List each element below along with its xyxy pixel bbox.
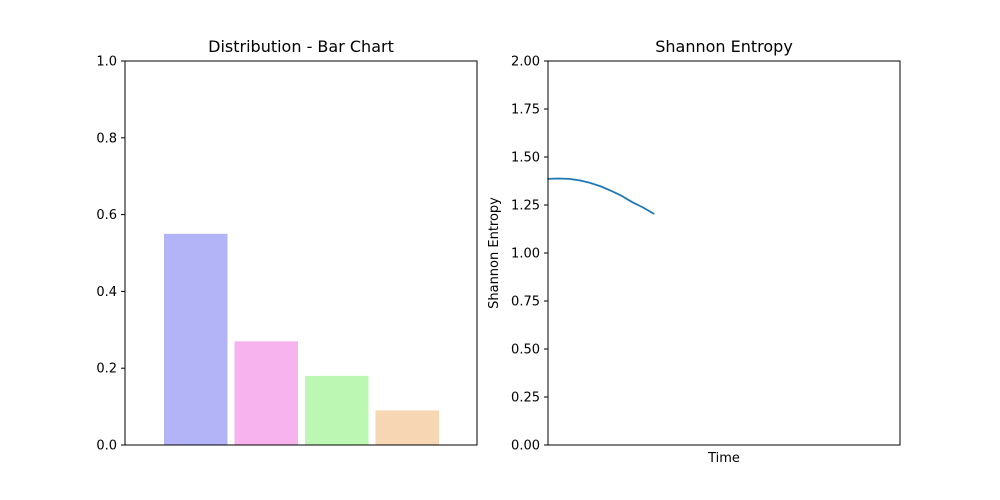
line-chart-y-tick-label: 1.50 <box>511 151 540 166</box>
bar-chart-y-tick-label: 0.6 <box>96 208 117 223</box>
bar-chart-y-tick-label: 0.4 <box>96 285 117 300</box>
bar-chart-y-tick-label: 0.0 <box>96 439 117 454</box>
bar-chart-title: Distribution - Bar Chart <box>208 37 394 56</box>
line-chart-y-axis: 0.00 0.25 0.50 0.75 1.00 1.25 1.50 1.75 2.00 <box>511 55 548 454</box>
bar <box>234 341 298 445</box>
bar-chart-y-tick-label: 0.2 <box>96 362 117 377</box>
line-chart: Shannon Entropy 0.00 0.25 0.50 0.75 1.00 1.25… <box>487 37 901 466</box>
bar-chart-y-axis: 0.0 0.2 0.4 0.6 0.8 1.0 <box>96 55 125 454</box>
line-chart-title: Shannon Entropy <box>655 37 793 56</box>
bar <box>164 233 228 445</box>
line-chart-y-tick-label: 0.25 <box>511 391 540 406</box>
line-chart-y-tick-label: 0.00 <box>511 439 540 454</box>
line-chart-y-tick-label: 0.50 <box>511 343 540 358</box>
line-chart-frame <box>547 60 901 446</box>
line-chart-y-tick-label: 1.00 <box>511 247 540 262</box>
line-chart-y-tick-label: 1.75 <box>511 103 540 118</box>
bar <box>305 375 369 445</box>
bar-chart: Distribution - Bar Chart 0.0 0.2 0.4 0.6 0.8… <box>96 37 478 454</box>
line-chart-y-tick-label: 1.25 <box>511 199 540 214</box>
entropy-line <box>547 177 655 215</box>
bar-chart-y-tick-label: 1.0 <box>96 55 117 70</box>
bar-chart-frame <box>124 60 478 446</box>
line-group <box>547 177 655 215</box>
line-chart-y-tick-label: 2.00 <box>511 55 540 70</box>
line-chart-y-label: Shannon Entropy <box>487 197 502 309</box>
bar-chart-y-tick-label: 0.8 <box>96 131 117 146</box>
line-chart-y-tick-label: 0.75 <box>511 295 540 310</box>
bar-group <box>164 233 439 445</box>
bar <box>375 410 439 445</box>
line-chart-x-label: Time <box>707 451 740 466</box>
